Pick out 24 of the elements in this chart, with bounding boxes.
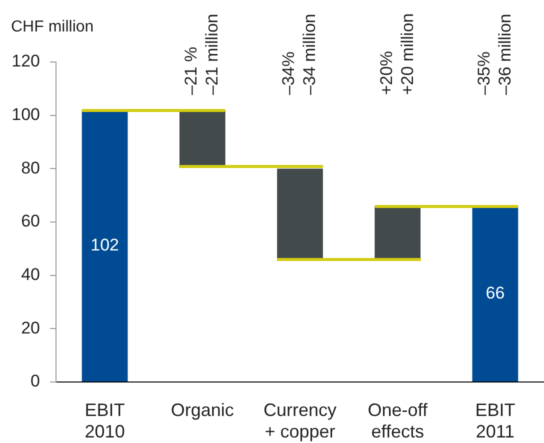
- bar: [277, 168, 323, 260]
- x-tick-label: Currency + copper: [263, 400, 337, 442]
- x-tick-label: EBIT 2010: [84, 400, 125, 442]
- annotation: –35% –36 million: [474, 14, 514, 95]
- bar: [82, 110, 128, 382]
- x-tick-label: EBIT 2011: [475, 400, 516, 442]
- y-tick-label: 120: [12, 52, 40, 71]
- annotation: +20% +20 million: [376, 13, 417, 95]
- bar: [374, 206, 421, 260]
- y-axis-title: CHF million: [11, 18, 94, 36]
- x-tick-label: Organic: [170, 400, 234, 420]
- annotation: –21 % –21 million: [182, 14, 222, 95]
- y-tick-label: 40: [21, 265, 40, 284]
- y-tick-label: 80: [21, 158, 40, 178]
- data-label: 102: [90, 235, 119, 254]
- bar: [179, 110, 226, 166]
- x-tick-label: One-off effects: [368, 400, 428, 442]
- data-label: 66: [486, 283, 505, 302]
- y-tick-label: 60: [21, 212, 40, 231]
- annotation: –34% –34 million: [279, 14, 320, 95]
- y-tick-label: 0: [30, 372, 40, 391]
- y-tick-label: 100: [12, 105, 40, 124]
- bar: [472, 206, 518, 382]
- y-tick-label: 20: [21, 318, 40, 338]
